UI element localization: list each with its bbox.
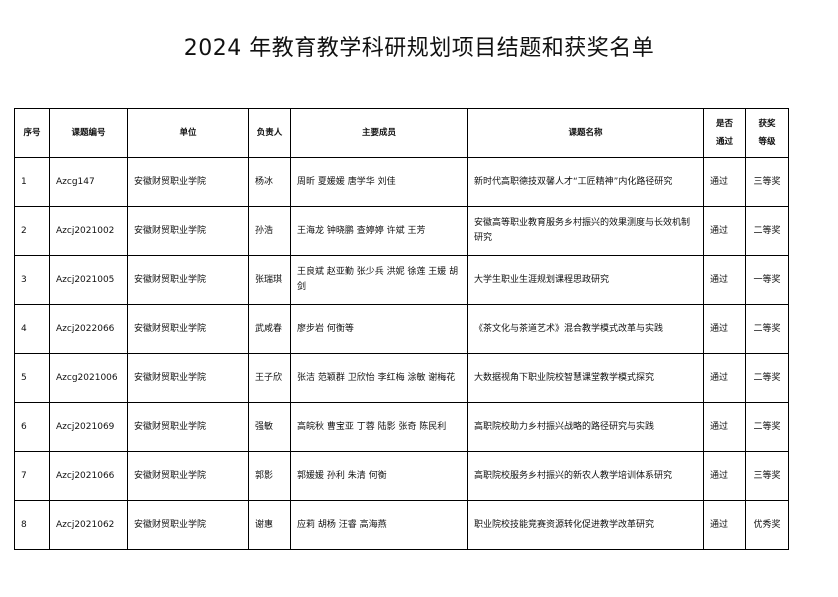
cell-leader: 孙浩 <box>248 206 291 256</box>
cell-index: 8 <box>14 500 50 550</box>
cell-award-level: 二等奖 <box>745 402 789 452</box>
table-header-row: 序号 课题编号 单位 负责人 主要成员 课题名称 是否通过 获奖等级 <box>14 108 789 158</box>
header-members: 主要成员 <box>290 108 468 158</box>
award-list-table: 序号 课题编号 单位 负责人 主要成员 课题名称 是否通过 获奖等级 1 Azcg147 安徽财贸… <box>14 108 789 550</box>
cell-index: 6 <box>14 402 50 452</box>
cell-project-code: Azcg147 <box>49 157 128 207</box>
header-unit: 单位 <box>127 108 249 158</box>
header-project-name: 课题名称 <box>467 108 704 158</box>
cell-award-level: 三等奖 <box>745 451 789 501</box>
table-row: 4 Azcj2022066 安徽财贸职业学院 武咸春 廖步岩 何衡等 《茶文化与茶道艺术》… <box>14 304 789 354</box>
cell-index: 1 <box>14 157 50 207</box>
cell-project-name: 高职院校服务乡村振兴的新农人教学培训体系研究 <box>467 451 704 501</box>
cell-members: 王良斌 赵亚勤 张少兵 洪妮 徐莲 王媛 胡剑 <box>290 255 468 305</box>
header-award-level-label: 获奖等级 <box>758 119 776 147</box>
header-passed-label: 是否通过 <box>715 119 733 147</box>
cell-leader: 强敏 <box>248 402 291 452</box>
cell-project-code: Azcj2021062 <box>49 500 128 550</box>
table-row: 7 Azcj2021066 安徽财贸职业学院 郭影 郭媛媛 孙利 朱清 何衡 高职院校服务… <box>14 451 789 501</box>
table-row: 8 Azcj2021062 安徽财贸职业学院 谢惠 应莉 胡杨 汪睿 高海燕 职业院校技能… <box>14 500 789 550</box>
cell-project-name: 大数据视角下职业院校智慧课堂教学模式探究 <box>467 353 704 403</box>
cell-unit: 安徽财贸职业学院 <box>127 255 249 305</box>
cell-project-name: 大学生职业生涯规划课程思政研究 <box>467 255 704 305</box>
cell-unit: 安徽财贸职业学院 <box>127 402 249 452</box>
cell-members: 张洁 范颖群 卫欣怡 李红梅 涂敏 谢梅花 <box>290 353 468 403</box>
cell-award-level: 一等奖 <box>745 255 789 305</box>
cell-project-code: Azcj2021066 <box>49 451 128 501</box>
cell-project-code: Azcj2022066 <box>49 304 128 354</box>
cell-unit: 安徽财贸职业学院 <box>127 353 249 403</box>
cell-unit: 安徽财贸职业学院 <box>127 451 249 501</box>
cell-index: 7 <box>14 451 50 501</box>
cell-project-name: 安徽高等职业教育服务乡村振兴的效果测度与长效机制研究 <box>467 206 704 256</box>
cell-project-code: Azcj2021069 <box>49 402 128 452</box>
cell-project-name: 职业院校技能竞赛资源转化促进教学改革研究 <box>467 500 704 550</box>
cell-leader: 张瑞琪 <box>248 255 291 305</box>
cell-unit: 安徽财贸职业学院 <box>127 157 249 207</box>
cell-award-level: 二等奖 <box>745 353 789 403</box>
cell-index: 2 <box>14 206 50 256</box>
table-row: 2 Azcj2021002 安徽财贸职业学院 孙浩 王海龙 钟晓鹏 查婷婷 许斌 王芳安… <box>14 206 789 256</box>
cell-award-level: 二等奖 <box>745 304 789 354</box>
cell-leader: 王子欣 <box>248 353 291 403</box>
header-passed: 是否通过 <box>703 108 746 158</box>
page-title: 2024 年教育教学科研规划项目结题和获奖名单 <box>183 36 655 61</box>
table-row: 3 Azcj2021005 安徽财贸职业学院 张瑞琪 王良斌 赵亚勤 张少兵 洪妮 徐莲… <box>14 255 789 305</box>
table-row: 1 Azcg147 安徽财贸职业学院 杨冰 周昕 夏媛媛 唐学华 刘佳 新时代高职德技双馨… <box>14 157 789 207</box>
cell-passed: 通过 <box>703 157 746 207</box>
cell-members: 应莉 胡杨 汪睿 高海燕 <box>290 500 468 550</box>
cell-award-level: 三等奖 <box>745 157 789 207</box>
cell-project-code: Azcj2021005 <box>49 255 128 305</box>
cell-members: 王海龙 钟晓鹏 查婷婷 许斌 王芳 <box>290 206 468 256</box>
header-project-code: 课题编号 <box>49 108 128 158</box>
cell-passed: 通过 <box>703 353 746 403</box>
cell-leader: 杨冰 <box>248 157 291 207</box>
cell-unit: 安徽财贸职业学院 <box>127 206 249 256</box>
cell-passed: 通过 <box>703 500 746 550</box>
header-award-level: 获奖等级 <box>745 108 789 158</box>
cell-unit: 安徽财贸职业学院 <box>127 500 249 550</box>
cell-project-name: 《茶文化与茶道艺术》混合教学模式改革与实践 <box>467 304 704 354</box>
header-leader: 负责人 <box>248 108 291 158</box>
cell-passed: 通过 <box>703 402 746 452</box>
cell-passed: 通过 <box>703 206 746 256</box>
cell-award-level: 二等奖 <box>745 206 789 256</box>
cell-index: 3 <box>14 255 50 305</box>
cell-leader: 郭影 <box>248 451 291 501</box>
table-row: 6 Azcj2021069 安徽财贸职业学院 强敏 高皖秋 曹宝亚 丁蓉 陆影 张奇 陈… <box>14 402 789 452</box>
cell-unit: 安徽财贸职业学院 <box>127 304 249 354</box>
cell-award-level: 优秀奖 <box>745 500 789 550</box>
cell-project-code: Azcj2021002 <box>49 206 128 256</box>
cell-passed: 通过 <box>703 451 746 501</box>
cell-index: 4 <box>14 304 50 354</box>
cell-leader: 谢惠 <box>248 500 291 550</box>
header-index: 序号 <box>14 108 50 158</box>
cell-members: 郭媛媛 孙利 朱清 何衡 <box>290 451 468 501</box>
cell-passed: 通过 <box>703 304 746 354</box>
cell-project-code: Azcg2021006 <box>49 353 128 403</box>
cell-members: 廖步岩 何衡等 <box>290 304 468 354</box>
cell-members: 周昕 夏媛媛 唐学华 刘佳 <box>290 157 468 207</box>
cell-passed: 通过 <box>703 255 746 305</box>
table-row: 5 Azcg2021006 安徽财贸职业学院 王子欣 张洁 范颖群 卫欣怡 李红梅 涂敏… <box>14 353 789 403</box>
cell-project-name: 新时代高职德技双馨人才“工匠精神”内化路径研究 <box>467 157 704 207</box>
cell-leader: 武咸春 <box>248 304 291 354</box>
cell-project-name: 高职院校助力乡村振兴战略的路径研究与实践 <box>467 402 704 452</box>
cell-members: 高皖秋 曹宝亚 丁蓉 陆影 张奇 陈民利 <box>290 402 468 452</box>
cell-index: 5 <box>14 353 50 403</box>
